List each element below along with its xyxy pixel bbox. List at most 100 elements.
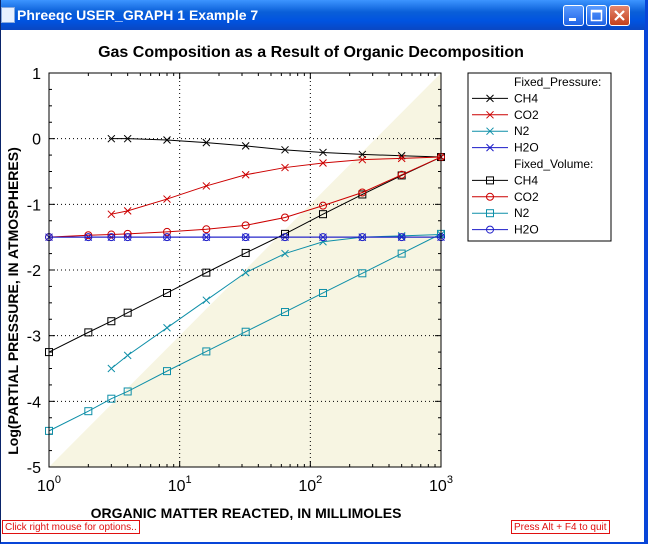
data-point <box>107 230 116 239</box>
legend-label: N2 <box>514 124 530 138</box>
data-point <box>241 268 250 277</box>
title-bar[interactable]: Phreeqc USER_GRAPH 1 Example 7 <box>1 0 645 30</box>
series-line-2 <box>111 234 442 369</box>
data-point <box>281 145 289 154</box>
data-point <box>107 394 116 403</box>
data-point <box>84 233 93 242</box>
x-axis-label: ORGANIC MATTER REACTED, IN MILLIMOLES <box>91 505 402 520</box>
y-axis-label: Log(PARTIAL PRESSURE, IN ATMOSPHERES) <box>5 147 21 455</box>
legend-swatch-marker <box>486 127 494 136</box>
data-point <box>397 249 406 258</box>
app-icon <box>1 7 15 23</box>
data-point <box>358 190 367 199</box>
data-point <box>202 268 211 277</box>
data-point <box>241 142 250 150</box>
data-point <box>397 170 406 179</box>
legend-group-header: Fixed_Pressure: <box>514 75 601 89</box>
data-point <box>123 351 132 360</box>
data-point <box>397 231 406 240</box>
data-point <box>123 387 132 396</box>
data-point <box>163 367 172 376</box>
data-point <box>241 221 250 230</box>
plot-frame <box>48 72 442 468</box>
data-point <box>202 296 211 305</box>
status-hint-right: Press Alt + F4 to quit <box>511 520 610 534</box>
legend-label: H2O <box>514 141 539 155</box>
data-point <box>358 188 367 197</box>
data-point <box>202 182 211 190</box>
legend-group-header: Fixed_Volume: <box>514 157 593 171</box>
data-point <box>319 159 327 167</box>
data-point <box>84 231 93 240</box>
data-point <box>241 327 250 336</box>
chart-title: Gas Composition as a Result of Organic D… <box>98 44 524 61</box>
data-point <box>202 225 211 234</box>
data-point <box>281 163 289 172</box>
data-point <box>107 317 116 326</box>
data-point <box>358 269 367 278</box>
legend-swatch-marker <box>486 143 494 152</box>
data-point <box>318 210 327 219</box>
data-point <box>123 308 132 317</box>
y-tick-label: -1 <box>27 197 41 214</box>
close-button[interactable] <box>609 5 630 26</box>
data-point <box>163 323 171 332</box>
maximize-button[interactable] <box>586 5 607 26</box>
data-point <box>163 136 171 144</box>
legend-swatch-marker <box>486 176 494 185</box>
data-point <box>123 134 132 143</box>
series-line-1 <box>111 156 442 215</box>
data-point <box>318 201 327 210</box>
data-point <box>202 347 211 356</box>
y-tick-label: -2 <box>27 263 41 280</box>
data-point <box>358 233 367 242</box>
data-point <box>163 227 172 236</box>
legend-swatch-marker <box>486 192 494 201</box>
data-point <box>397 233 406 242</box>
legend-label: CO2 <box>514 108 539 122</box>
data-point <box>163 195 171 203</box>
data-point <box>281 213 290 222</box>
data-point <box>107 364 116 373</box>
y-tick-label: -5 <box>27 460 41 477</box>
x-tick-label: 103 <box>429 474 453 495</box>
series-line-0 <box>111 138 442 158</box>
data-point <box>107 210 116 219</box>
data-point <box>163 288 172 297</box>
data-point <box>107 134 116 143</box>
data-point <box>107 233 116 242</box>
data-point <box>84 407 93 416</box>
legend-label: N2 <box>514 206 530 220</box>
maximize-icon <box>590 9 603 22</box>
data-point <box>123 233 132 242</box>
legend-swatch-marker <box>486 225 494 234</box>
legend-label: CH4 <box>514 91 538 105</box>
window-title: Phreeqc USER_GRAPH 1 Example 7 <box>17 7 259 23</box>
data-point <box>281 249 289 258</box>
data-point <box>202 233 211 242</box>
legend-swatch-marker <box>486 110 494 119</box>
minimize-button[interactable] <box>563 5 584 26</box>
data-point <box>318 288 327 297</box>
legend-label: H2O <box>514 223 539 237</box>
data-point <box>358 155 367 164</box>
y-tick-label: -3 <box>27 329 41 346</box>
legend-label: CO2 <box>514 190 539 204</box>
data-point <box>281 308 290 317</box>
data-point <box>123 207 132 215</box>
data-point <box>318 233 327 242</box>
legend: Fixed_Pressure: CH4 CO2 N2 H2O Fixed_Volume: C… <box>467 72 612 242</box>
x-tick-label: 100 <box>37 474 61 495</box>
data-point <box>241 170 250 179</box>
close-icon <box>614 10 625 21</box>
data-point <box>202 138 211 147</box>
y-tick-label: 0 <box>32 132 41 149</box>
y-tick-label: -4 <box>27 394 41 411</box>
data-point <box>397 154 406 163</box>
legend-label: CH4 <box>514 173 538 187</box>
minimize-icon <box>569 18 576 21</box>
x-tick-label: 102 <box>298 474 322 495</box>
y-tick-label: 1 <box>32 66 41 83</box>
